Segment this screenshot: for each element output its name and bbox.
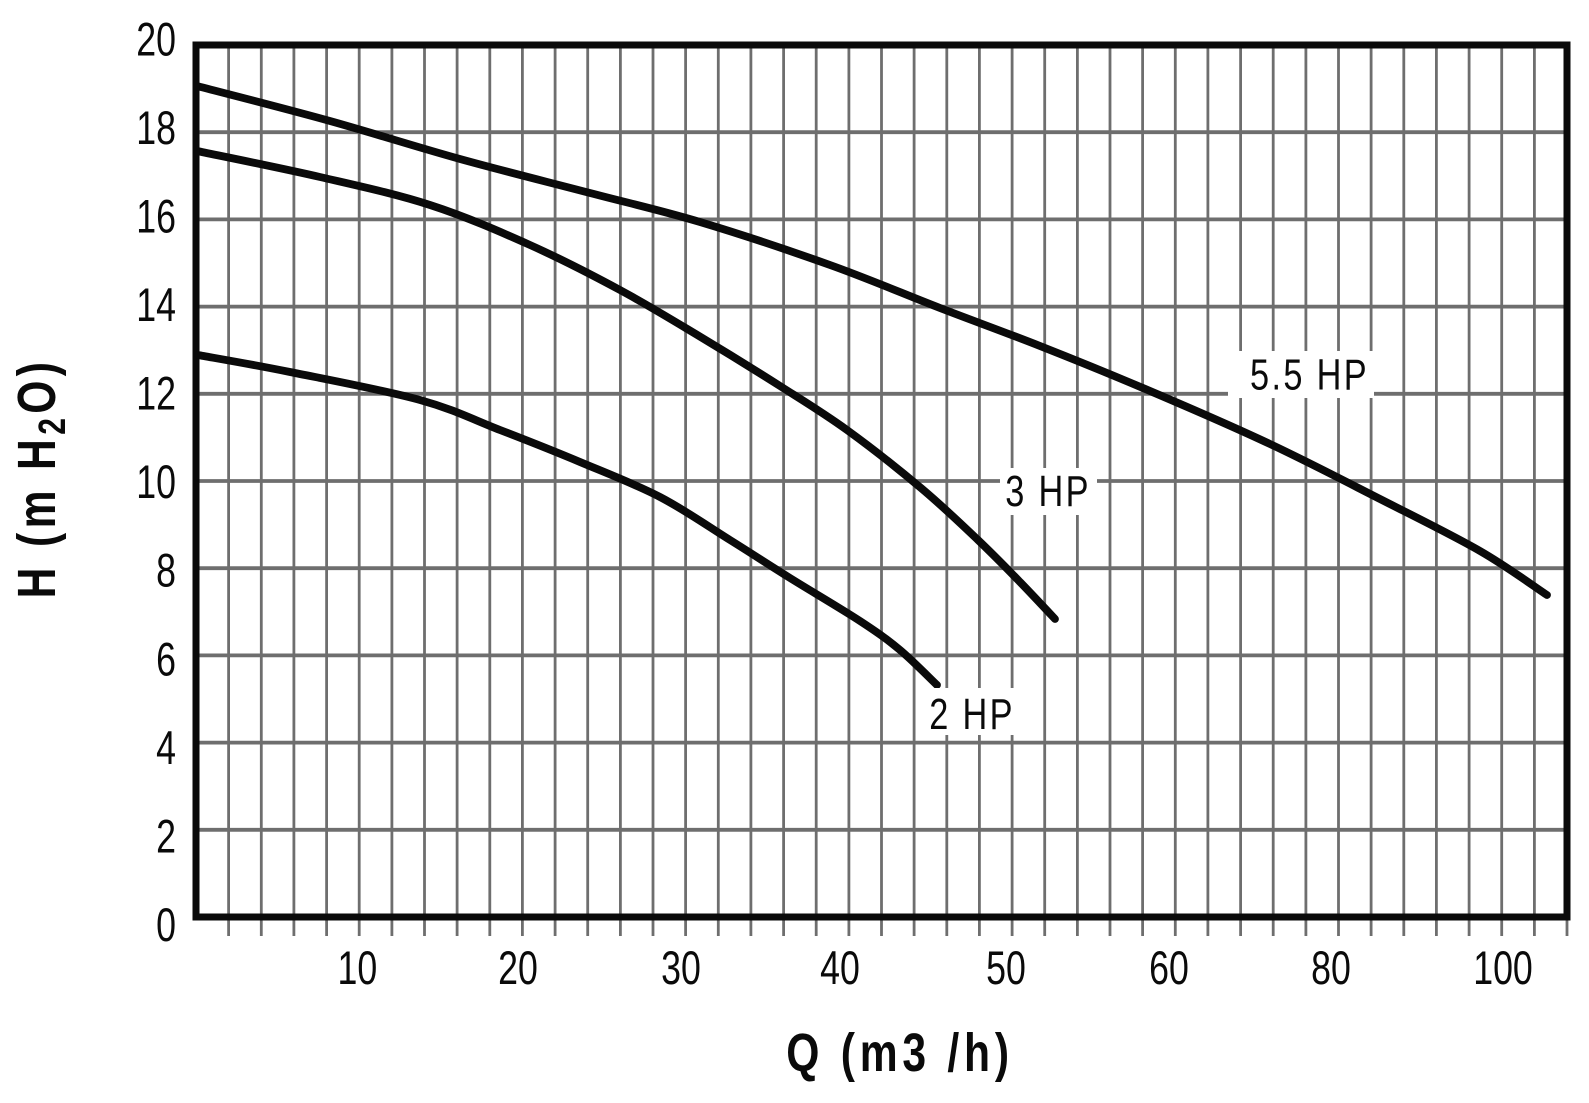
svg-text:20: 20 (498, 941, 538, 994)
svg-text:12: 12 (136, 367, 176, 420)
svg-text:8: 8 (156, 544, 176, 597)
svg-text:2 HP: 2 HP (929, 690, 1015, 739)
svg-text:30: 30 (661, 941, 701, 994)
svg-text:16: 16 (136, 190, 176, 243)
svg-text:100: 100 (1473, 941, 1533, 994)
svg-text:6: 6 (156, 633, 176, 686)
svg-text:Q (m3 /h): Q (m3 /h) (786, 1023, 1014, 1083)
svg-text:2: 2 (156, 810, 176, 863)
svg-text:20: 20 (136, 13, 176, 66)
svg-text:18: 18 (136, 101, 176, 154)
svg-text:10: 10 (338, 941, 378, 994)
svg-text:14: 14 (136, 278, 176, 331)
svg-text:0: 0 (156, 898, 176, 951)
svg-text:50: 50 (986, 941, 1026, 994)
svg-text:H (m H2O): H (m H2O) (7, 358, 74, 599)
svg-text:60: 60 (1149, 941, 1189, 994)
svg-text:80: 80 (1311, 941, 1351, 994)
svg-text:3 HP: 3 HP (1005, 467, 1091, 516)
svg-text:5.5 HP: 5.5 HP (1250, 350, 1369, 399)
svg-text:10: 10 (136, 455, 176, 508)
svg-text:40: 40 (820, 941, 860, 994)
svg-text:4: 4 (156, 721, 176, 774)
